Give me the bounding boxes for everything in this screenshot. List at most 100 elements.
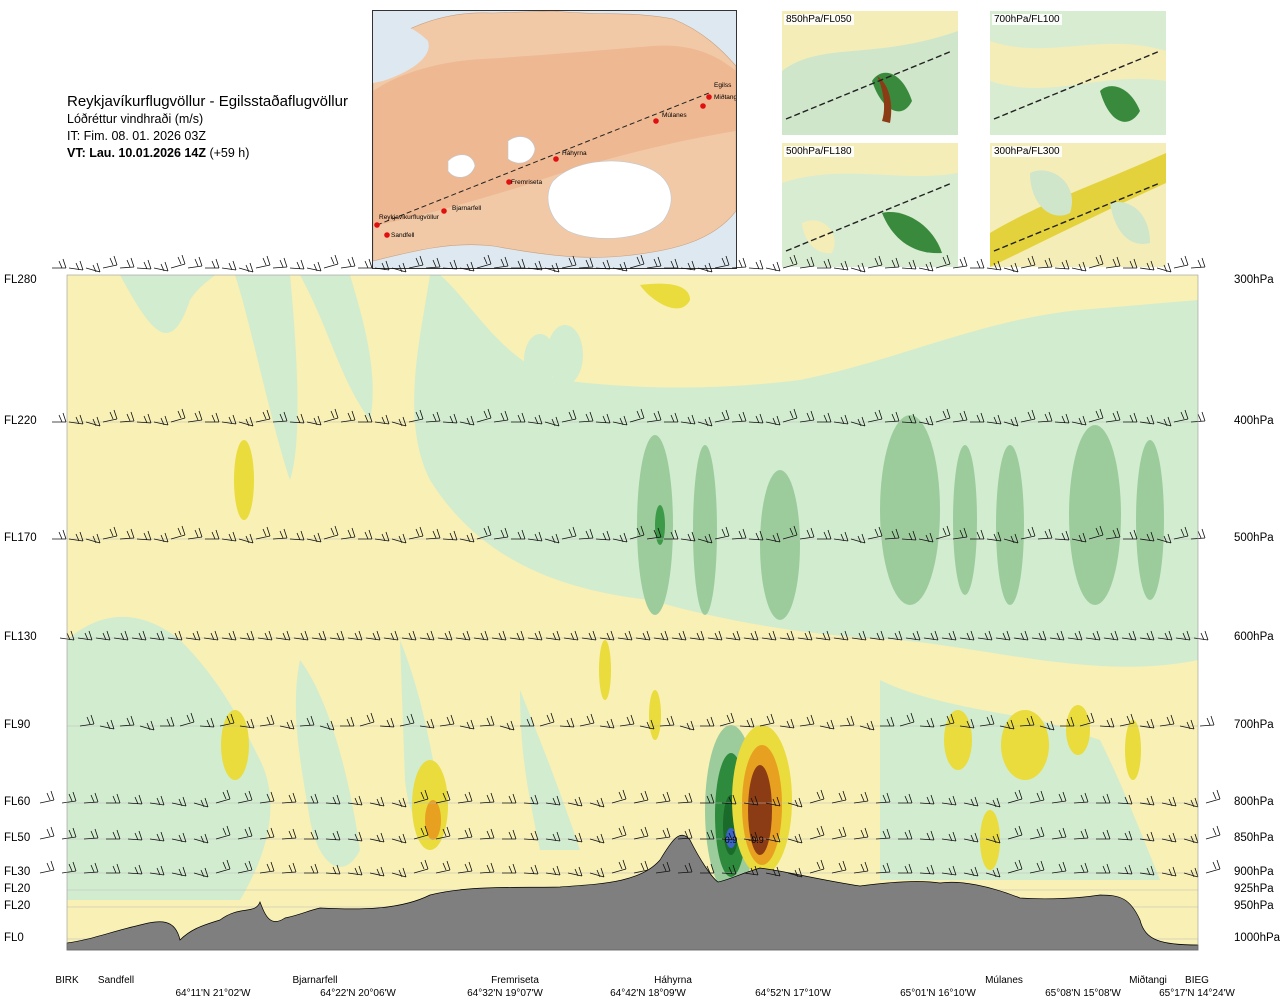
plot-frame	[66, 274, 1199, 951]
wind-barb	[905, 630, 921, 641]
cross-section-plot[interactable]: 0.9 -0.9	[0, 255, 1280, 955]
wind-barb	[817, 529, 832, 540]
wind-barb	[680, 260, 696, 271]
wind-barb	[901, 259, 917, 270]
minimap-station-label: Múlanes	[662, 112, 687, 119]
wind-barb	[170, 525, 186, 540]
wind-barb	[255, 255, 271, 269]
wind-barb	[153, 415, 169, 426]
wind-barb	[782, 408, 798, 423]
wind-barb	[831, 826, 847, 840]
minimap-station-marker	[706, 94, 712, 100]
plan-map-300[interactable]: 300hPa/FL300	[990, 143, 1166, 267]
wind-barb	[473, 630, 489, 641]
wind-barb	[319, 720, 335, 731]
wind-barb	[970, 412, 985, 423]
wind-barb	[787, 833, 803, 844]
wind-barb	[1037, 411, 1053, 423]
wind-barb	[700, 829, 715, 840]
wind-barb	[455, 630, 471, 641]
wind-barb	[68, 414, 84, 425]
wind-barb	[919, 794, 935, 805]
wind-barb	[259, 861, 275, 874]
wind-barb	[419, 630, 435, 641]
wind-barb	[259, 827, 275, 840]
wind-barbs	[39, 255, 1221, 878]
wind-barb	[205, 412, 220, 423]
wind-barb	[595, 259, 611, 270]
wind-barb	[257, 630, 273, 641]
wind-barb	[304, 863, 319, 874]
wind-barb	[340, 410, 356, 423]
wind-barb	[664, 258, 679, 269]
wind-barb	[664, 529, 679, 540]
wind-barb	[523, 794, 539, 805]
pressure-level-label: 500hPa	[1234, 532, 1274, 544]
wind-barb	[833, 630, 849, 641]
hofsjokull-glacier	[507, 136, 536, 164]
wind-barb	[1051, 827, 1067, 840]
wind-barb	[457, 791, 473, 804]
wind-barb	[815, 630, 831, 641]
wind-barb	[85, 533, 101, 544]
wind-barb	[918, 532, 934, 543]
wind-barb	[1085, 630, 1101, 641]
wind-barb	[1199, 715, 1215, 727]
wind-barb	[578, 411, 594, 423]
wind-barb	[281, 862, 297, 874]
wind-barb	[765, 866, 781, 877]
coordinate-label: 64°32'N 19°07'W	[467, 988, 543, 999]
wind-barb	[1071, 415, 1087, 426]
wind-barb	[884, 411, 900, 423]
plan-map-label: 300hPa/FL300	[992, 146, 1062, 157]
wind-barb	[977, 630, 993, 641]
wind-barb	[442, 413, 458, 424]
wind-barb	[289, 259, 305, 270]
wind-barb	[523, 830, 539, 841]
wind-barb	[1019, 715, 1035, 727]
wind-barb	[595, 530, 611, 541]
wind-barb	[85, 262, 101, 273]
wind-barb	[1103, 630, 1119, 641]
pressure-level-label: 400hPa	[1234, 415, 1274, 427]
wind-barb	[479, 792, 495, 804]
wind-barb	[1157, 630, 1173, 641]
plan-map-700[interactable]: 700hPa/FL100	[990, 11, 1166, 135]
wind-barb	[765, 415, 781, 426]
wind-barb	[1029, 860, 1045, 874]
wind-barb	[1037, 257, 1053, 269]
plan-map-850[interactable]: 850hPa/FL050	[782, 11, 958, 135]
wind-barb	[509, 630, 525, 641]
wind-barb	[323, 525, 339, 540]
wind-barb	[809, 859, 825, 874]
wind-barb	[1067, 630, 1083, 641]
chart-header: Reykjavíkurflugvöllur - Egilsstaðaflugvö…	[67, 93, 348, 162]
wind-barb	[185, 630, 201, 641]
minimap-station-marker	[700, 103, 706, 109]
wind-barb	[725, 630, 741, 641]
minimap-station-label: Bjarnarfell	[452, 205, 482, 212]
wind-barb	[1088, 255, 1104, 269]
wind-barb	[1054, 259, 1070, 270]
wind-barb	[884, 528, 900, 540]
wind-barb	[272, 411, 288, 423]
wind-barb	[139, 720, 155, 731]
valid-time-value: VT: Lau. 10.01.2026 14Z	[67, 146, 206, 160]
wind-barb	[237, 860, 253, 874]
terrain-profile	[66, 834, 1199, 951]
flight-level-label: FL50	[4, 832, 31, 844]
wind-barb	[611, 859, 627, 874]
wind-barb	[215, 789, 231, 804]
wind-barb	[527, 630, 543, 641]
plan-map-500[interactable]: 500hPa/FL180	[782, 143, 958, 267]
wind-barb	[898, 829, 913, 840]
wind-barb	[1049, 630, 1065, 641]
valid-time: VT: Lau. 10.01.2026 14Z (+59 h)	[67, 145, 348, 162]
wind-barb	[833, 414, 849, 425]
wind-barb	[986, 531, 1002, 542]
wind-barb	[680, 414, 696, 425]
wind-barb	[167, 630, 183, 641]
wind-barb	[193, 797, 209, 808]
wind-barb	[479, 862, 495, 874]
wind-barb	[853, 791, 869, 804]
